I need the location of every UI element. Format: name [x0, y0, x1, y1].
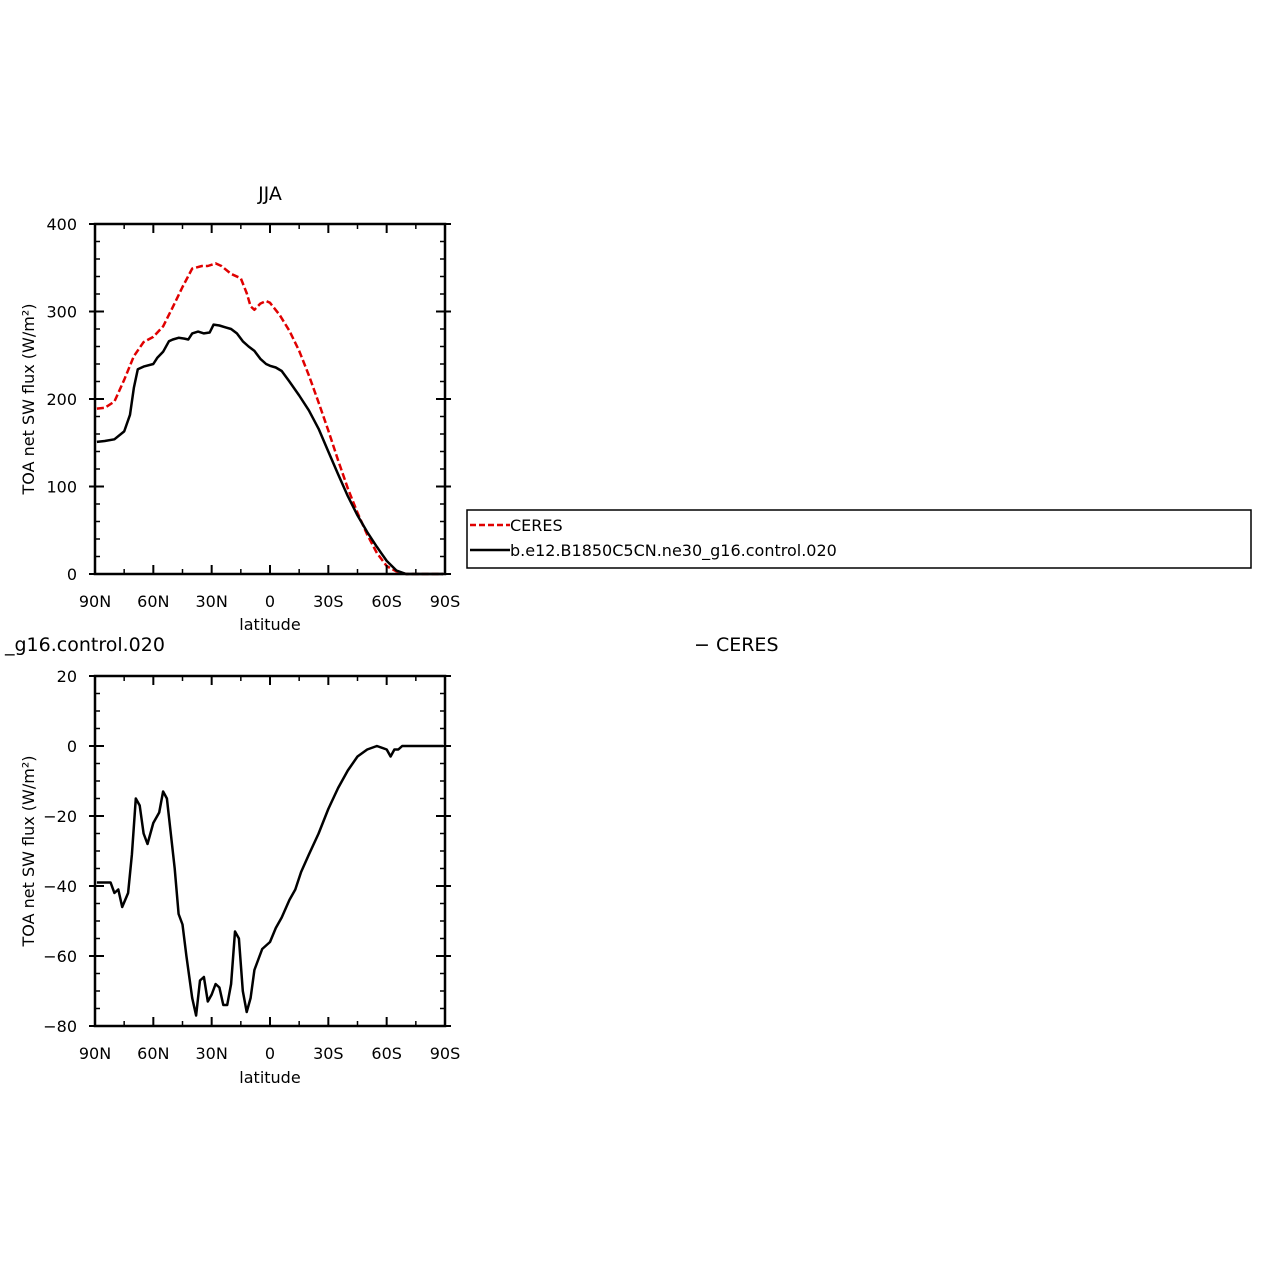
bottom-panel-ticks: 90N 60N 30N 0 30S 60S 90S −80 −60 −40 −20 0 20: [43, 667, 460, 1063]
legend-box: [466, 509, 1252, 569]
top-panel-series: [96, 262, 444, 576]
legend: CERES b.e12.B1850C5CN.ne30_g16.control.0…: [466, 509, 1252, 569]
x-tick-label: 90N: [79, 592, 111, 611]
series-line-1-0: [96, 744, 444, 1017]
x-tick-label: 60S: [371, 592, 402, 611]
legend-label-model: b.e12.B1850C5CN.ne30_g16.control.020: [510, 541, 837, 561]
x-tick-label: 90S: [430, 1044, 461, 1063]
y-tick-label: −80: [43, 1017, 77, 1036]
x-tick-label: 30S: [313, 592, 344, 611]
y-tick-label: 0: [67, 565, 77, 584]
bottom-panel-series: [96, 744, 444, 1017]
y-tick-label: 300: [46, 303, 77, 322]
top-panel-xlabel: latitude: [239, 615, 300, 634]
x-tick-label: 0: [265, 1044, 275, 1063]
y-tick-label: 0: [67, 737, 77, 756]
y-tick-label: −60: [43, 947, 77, 966]
x-tick-label: 60N: [137, 592, 169, 611]
series-line-0-0: [96, 262, 444, 576]
top-panel-frame: [93, 222, 447, 576]
bottom-panel-title-right: − CERES: [694, 634, 779, 656]
x-tick-label: 90S: [430, 592, 461, 611]
top-panel-ticks: 90N 60N 30N 0 30S 60S 90S 0 100 200 300 400: [46, 215, 460, 611]
y-tick-label: −40: [43, 877, 77, 896]
top-panel-ylabel: TOA net SW flux (W/m²): [19, 304, 38, 496]
y-tick-label: 400: [46, 215, 77, 234]
legend-label-ceres: CERES: [510, 516, 563, 535]
top-panel-title: JJA: [257, 183, 282, 205]
y-tick-label: −20: [43, 807, 77, 826]
x-tick-label: 60S: [371, 1044, 402, 1063]
top-panel: JJA 90N 60N 30N 0 30S 60S 90S 0 100 200 300 400 lat…: [19, 183, 460, 634]
x-tick-label: 30S: [313, 1044, 344, 1063]
series-line-0-1: [96, 323, 444, 576]
y-tick-label: 20: [57, 667, 77, 686]
x-tick-label: 90N: [79, 1044, 111, 1063]
y-tick-label: 100: [46, 478, 77, 497]
x-tick-label: 30N: [196, 592, 228, 611]
x-tick-label: 60N: [137, 1044, 169, 1063]
x-tick-label: 0: [265, 592, 275, 611]
x-tick-label: 30N: [196, 1044, 228, 1063]
bottom-panel: _g16.control.020 − CERES 90N 60N 30N 0 30S 60…: [4, 634, 779, 1087]
bottom-panel-ylabel: TOA net SW flux (W/m²): [19, 756, 38, 948]
bottom-panel-xlabel: latitude: [239, 1068, 300, 1087]
y-tick-label: 200: [46, 390, 77, 409]
bottom-panel-frame: [93, 674, 447, 1028]
bottom-panel-title-left: _g16.control.020: [4, 634, 165, 656]
